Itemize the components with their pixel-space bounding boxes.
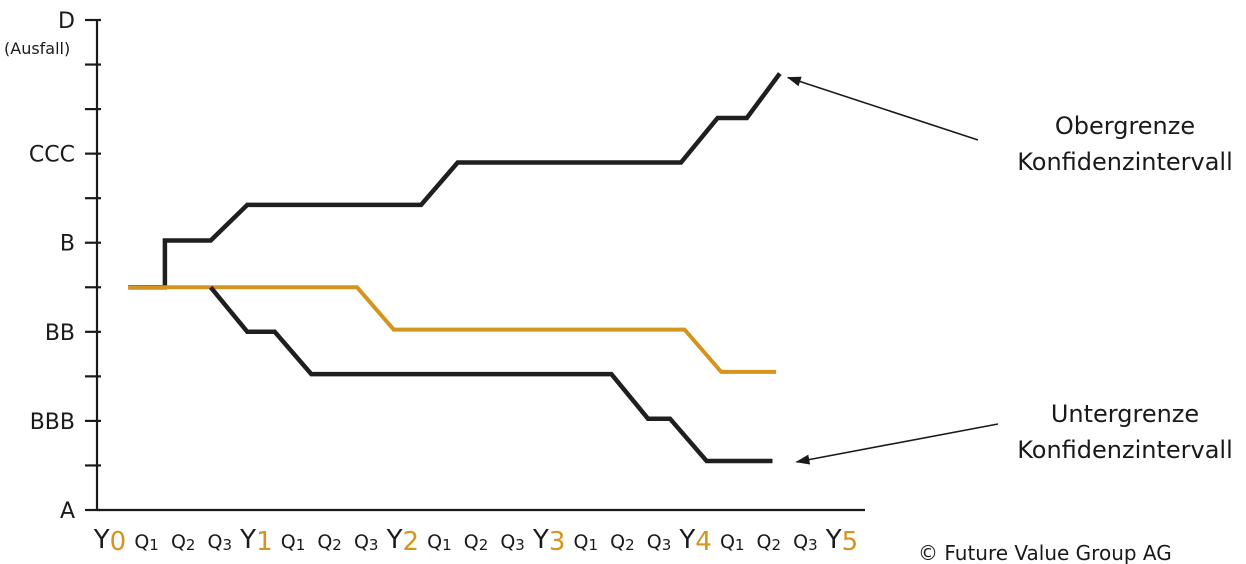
x-tick-quarter-label: Q1 <box>427 531 452 554</box>
y-tick-label: BBB <box>30 410 75 435</box>
x-tick-quarter-label: Q3 <box>647 531 672 554</box>
x-tick-quarter-label: Q2 <box>757 531 782 554</box>
annotation-arrow <box>786 76 979 141</box>
x-tick-quarter-label: Q3 <box>208 531 233 554</box>
x-tick-year-label: Y4 <box>678 525 711 557</box>
axes <box>95 20 865 512</box>
annotation-line-2: Konfidenzintervall <box>1017 148 1233 176</box>
annotation-arrow <box>795 423 999 465</box>
y-top-note: (Ausfall) <box>4 39 70 58</box>
x-tick-year-label: Y0 <box>93 525 126 557</box>
x-tick-year-label: Y3 <box>532 525 565 557</box>
x-tick-quarter-label: Q3 <box>500 531 525 554</box>
y-tick-label: A <box>60 499 75 524</box>
annotation-line-1: Obergrenze <box>1055 112 1195 140</box>
x-tick-quarter-label: Q3 <box>793 531 818 554</box>
x-tick-year-label: Y1 <box>239 525 272 557</box>
y-tick-label: CCC <box>29 143 75 168</box>
x-axis-ticks: Y0 Q1 Q2 Q3 Y1 Q1 Q2 Q3 Y2 Q1 Q2 Q3 Y3 Q1 Q2 Q3 Y4 Q1 Q2 Q3… <box>93 525 858 557</box>
x-tick-quarter-label: Q1 <box>134 531 159 554</box>
series-group <box>128 72 782 464</box>
series-line-rating <box>128 285 777 374</box>
y-tick-label: BB <box>45 321 75 346</box>
series-line-upper <box>128 72 782 290</box>
series-line-lower <box>208 285 773 464</box>
annotations: Obergrenze Konfidenzintervall Untergrenze K… <box>786 76 1233 465</box>
y-tick-label: D <box>58 9 75 34</box>
x-tick-year-label: Y2 <box>386 525 419 557</box>
x-tick-quarter-label: Q1 <box>574 531 599 554</box>
x-tick-quarter-label: Q2 <box>464 531 489 554</box>
annotation-line-2: Konfidenzintervall <box>1017 436 1233 464</box>
x-tick-quarter-label: Q2 <box>610 531 635 554</box>
y-tick-label: B <box>60 232 75 257</box>
x-tick-quarter-label: Q1 <box>720 531 745 554</box>
annotation-line-1: Untergrenze <box>1051 400 1199 428</box>
x-tick-year-label: Y5 <box>825 525 858 557</box>
x-tick-quarter-label: Q1 <box>281 531 306 554</box>
x-tick-quarter-label: Q2 <box>317 531 342 554</box>
copyright-text: © Future Value Group AG <box>918 541 1172 564</box>
x-tick-quarter-label: Q3 <box>354 531 379 554</box>
x-tick-quarter-label: Q2 <box>171 531 196 554</box>
